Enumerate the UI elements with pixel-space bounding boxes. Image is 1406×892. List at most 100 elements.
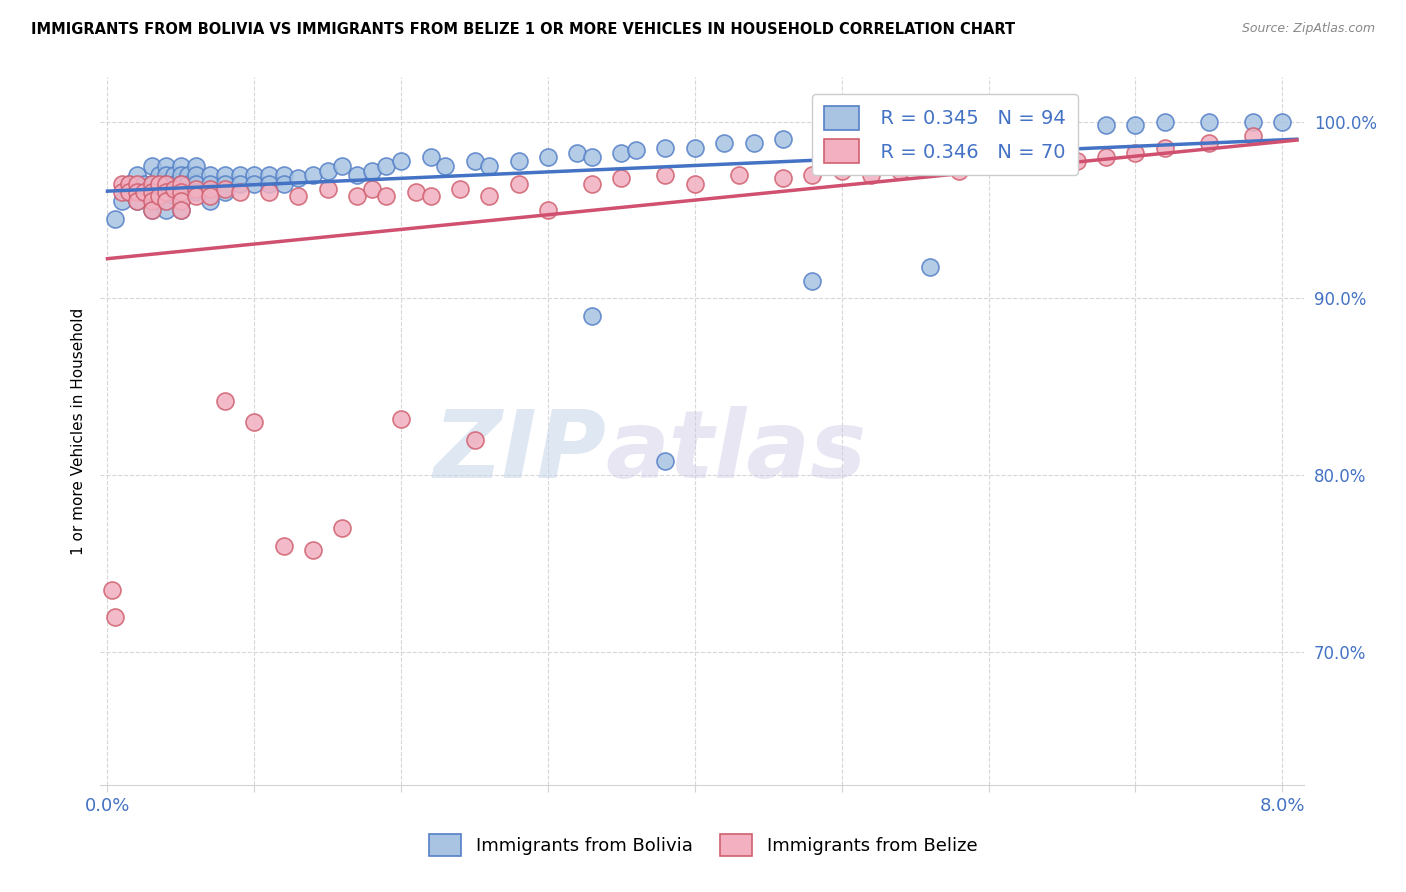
Point	[860, 132, 883, 146]
Point	[683, 141, 706, 155]
Point	[713, 136, 735, 150]
Point	[104, 609, 127, 624]
Point	[141, 194, 163, 209]
Point	[287, 171, 309, 186]
Point	[1007, 121, 1029, 136]
Point	[389, 411, 412, 425]
Point	[478, 189, 501, 203]
Point	[1095, 118, 1118, 132]
Point	[1036, 153, 1059, 168]
Point	[118, 186, 141, 200]
Point	[537, 150, 560, 164]
Point	[148, 189, 170, 203]
Point	[860, 168, 883, 182]
Point	[118, 177, 141, 191]
Point	[134, 186, 156, 200]
Point	[155, 168, 177, 182]
Point	[155, 194, 177, 209]
Point	[1198, 136, 1220, 150]
Point	[581, 177, 603, 191]
Point	[918, 260, 941, 274]
Point	[346, 189, 368, 203]
Text: atlas: atlas	[606, 407, 868, 499]
Point	[228, 177, 250, 191]
Point	[141, 159, 163, 173]
Point	[184, 186, 207, 200]
Point	[948, 164, 970, 178]
Point	[228, 168, 250, 182]
Point	[148, 194, 170, 209]
Point	[170, 177, 193, 191]
Point	[302, 542, 325, 557]
Point	[1153, 141, 1175, 155]
Point	[200, 186, 222, 200]
Point	[177, 177, 200, 191]
Point	[287, 189, 309, 203]
Point	[141, 177, 163, 191]
Point	[155, 159, 177, 173]
Point	[654, 454, 676, 468]
Point	[1007, 159, 1029, 173]
Point	[1271, 114, 1294, 128]
Point	[162, 182, 184, 196]
Point	[155, 186, 177, 200]
Point	[155, 202, 177, 217]
Point	[148, 177, 170, 191]
Point	[170, 194, 193, 209]
Point	[125, 186, 148, 200]
Point	[184, 182, 207, 196]
Point	[162, 186, 184, 200]
Point	[918, 159, 941, 173]
Point	[257, 177, 280, 191]
Point	[118, 177, 141, 191]
Point	[118, 186, 141, 200]
Point	[214, 394, 236, 409]
Point	[111, 186, 134, 200]
Point	[360, 182, 382, 196]
Point	[155, 177, 177, 191]
Point	[111, 194, 134, 209]
Point	[155, 194, 177, 209]
Point	[170, 177, 193, 191]
Point	[141, 194, 163, 209]
Point	[1095, 150, 1118, 164]
Point	[478, 159, 501, 173]
Point	[200, 177, 222, 191]
Point	[360, 164, 382, 178]
Point	[1241, 114, 1264, 128]
Point	[162, 177, 184, 191]
Point	[162, 168, 184, 182]
Point	[610, 146, 633, 161]
Point	[184, 189, 207, 203]
Point	[728, 168, 751, 182]
Point	[200, 182, 222, 196]
Point	[125, 177, 148, 191]
Point	[257, 168, 280, 182]
Point	[257, 186, 280, 200]
Point	[104, 211, 127, 226]
Point	[243, 177, 266, 191]
Point	[419, 189, 441, 203]
Point	[419, 150, 441, 164]
Point	[214, 186, 236, 200]
Text: IMMIGRANTS FROM BOLIVIA VS IMMIGRANTS FROM BELIZE 1 OR MORE VEHICLES IN HOUSEHOL: IMMIGRANTS FROM BOLIVIA VS IMMIGRANTS FR…	[31, 22, 1015, 37]
Point	[1066, 153, 1088, 168]
Point	[948, 125, 970, 139]
Point	[772, 132, 794, 146]
Point	[170, 194, 193, 209]
Point	[214, 182, 236, 196]
Point	[464, 433, 486, 447]
Point	[184, 159, 207, 173]
Point	[624, 143, 647, 157]
Point	[1125, 146, 1147, 161]
Point	[214, 177, 236, 191]
Point	[977, 125, 1000, 139]
Point	[683, 177, 706, 191]
Point	[273, 177, 295, 191]
Legend: Immigrants from Bolivia, Immigrants from Belize: Immigrants from Bolivia, Immigrants from…	[420, 825, 986, 865]
Point	[316, 182, 339, 196]
Point	[581, 150, 603, 164]
Point	[332, 159, 354, 173]
Point	[141, 202, 163, 217]
Point	[125, 194, 148, 209]
